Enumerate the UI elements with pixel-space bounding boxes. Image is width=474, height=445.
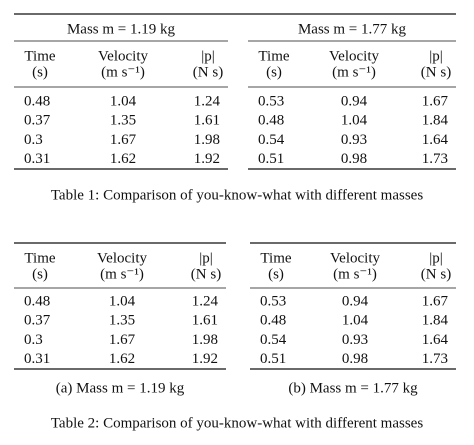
table-cell: 0.53 [260, 293, 286, 309]
column-header: |p| [199, 250, 213, 266]
table-cell: 1.04 [342, 313, 369, 329]
table-cell: 1.35 [110, 113, 136, 129]
table-caption: Table 2: Comparison of you-know-what wit… [51, 415, 424, 431]
table-cell: 1.98 [192, 332, 218, 348]
table-cell: 0.54 [258, 132, 285, 148]
column-header: |p| [429, 250, 443, 266]
table-cell: 1.67 [422, 93, 449, 109]
column-header: (m s⁻¹) [333, 266, 377, 282]
column-header: Velocity [329, 48, 379, 64]
column-header: (N s) [191, 266, 221, 282]
table-cell: 1.92 [192, 351, 218, 367]
table-cell: 1.92 [194, 151, 220, 167]
table-cell: 0.53 [258, 93, 284, 109]
table-cell: 1.61 [194, 113, 220, 129]
table-cell: 1.04 [109, 293, 136, 309]
table-cell: 1.84 [422, 313, 449, 329]
column-header: Time [24, 48, 55, 64]
column-header: (N s) [421, 266, 451, 282]
table-cell: 1.67 [109, 332, 136, 348]
table-cell: 0.31 [24, 351, 50, 367]
column-header: |p| [429, 48, 443, 64]
table-cell: 1.64 [422, 332, 449, 348]
table-cell: 1.35 [109, 313, 135, 329]
table-cell: 1.64 [422, 132, 449, 148]
table-cell: 0.98 [342, 351, 368, 367]
column-header: (m s⁻¹) [100, 266, 144, 282]
column-header: (N s) [193, 64, 223, 80]
column-header: (s) [268, 266, 284, 282]
table-cell: 0.37 [24, 113, 51, 129]
column-header: (s) [32, 64, 48, 80]
group-title: Mass m = 1.19 kg [67, 21, 176, 37]
table-cell: 0.94 [342, 293, 369, 309]
table-cell: 0.93 [341, 132, 367, 148]
table-cell: 0.48 [260, 313, 286, 329]
table-cell: 1.24 [192, 293, 219, 309]
table-cell: 0.51 [260, 351, 286, 367]
column-header: Time [260, 250, 291, 266]
table-cell: 0.51 [258, 151, 284, 167]
column-header: (m s⁻¹) [101, 64, 145, 80]
table-cell: 0.3 [24, 332, 43, 348]
table-caption: Table 1: Comparison of you-know-what wit… [51, 187, 424, 203]
table-cell: 0.31 [24, 151, 50, 167]
group-title: Mass m = 1.77 kg [298, 21, 407, 37]
column-header: Velocity [98, 48, 148, 64]
table-cell: 1.67 [110, 132, 137, 148]
table-cell: 1.04 [110, 93, 137, 109]
column-header: Time [24, 250, 55, 266]
table-cell: 1.61 [192, 313, 218, 329]
column-header: Velocity [97, 250, 147, 266]
column-header: (m s⁻¹) [332, 64, 376, 80]
table-cell: 1.73 [422, 351, 448, 367]
table-cell: 1.73 [422, 151, 448, 167]
table-cell: 0.37 [24, 313, 51, 329]
table-cell: 1.62 [109, 351, 135, 367]
table-cell: 1.24 [194, 93, 221, 109]
table-cell: 1.04 [341, 113, 368, 129]
table-cell: 0.93 [342, 332, 368, 348]
column-header: (N s) [421, 64, 451, 80]
table-cell: 0.3 [24, 132, 43, 148]
column-header: Velocity [330, 250, 380, 266]
table-cell: 0.54 [260, 332, 287, 348]
subtable-caption: (a) Mass m = 1.19 kg [56, 380, 185, 396]
table-cell: 0.94 [341, 93, 368, 109]
table-cell: 1.98 [194, 132, 220, 148]
table-cell: 0.48 [24, 293, 50, 309]
subtable-caption: (b) Mass m = 1.77 kg [288, 380, 418, 396]
table-cell: 1.62 [110, 151, 136, 167]
table-cell: 1.67 [422, 293, 449, 309]
column-header: Time [258, 48, 289, 64]
table-cell: 0.48 [24, 93, 50, 109]
column-header: (s) [266, 64, 282, 80]
column-header: (s) [32, 266, 48, 282]
table-cell: 0.98 [341, 151, 367, 167]
table-cell: 0.48 [258, 113, 284, 129]
table-cell: 1.84 [422, 113, 449, 129]
column-header: |p| [201, 48, 215, 64]
